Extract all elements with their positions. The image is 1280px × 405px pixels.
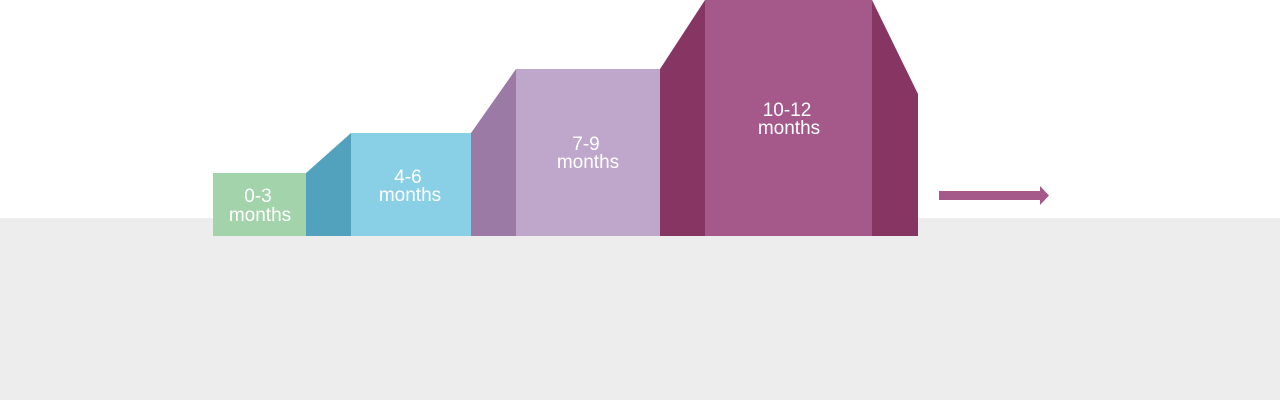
step-7-9-months-range: 7-9 (572, 134, 599, 155)
step-10-12-months-range: 10-12 (763, 100, 812, 121)
step-10-12-months-face (705, 0, 872, 236)
step-10-12-months-right-bevel (872, 0, 918, 236)
step-7-9-months-bevel (471, 69, 516, 236)
step-0-3-months-unit: months (229, 205, 291, 226)
step-10-12-months: 10-12 months (660, 0, 918, 236)
step-4-6-months-unit: months (379, 185, 441, 206)
step-7-9-months-unit: months (557, 152, 619, 173)
step-4-6-months: 4-6 months (306, 133, 471, 236)
step-0-3-months-range: 0-3 (244, 186, 271, 207)
step-4-6-months-face (351, 133, 471, 236)
step-4-6-months-bevel (306, 133, 351, 236)
step-4-6-months-range: 4-6 (394, 167, 421, 188)
step-10-12-months-unit: months (758, 118, 820, 139)
arrow-shape (939, 186, 1049, 205)
arrow-right-icon (939, 186, 1049, 205)
step-0-3-months-face (213, 173, 306, 236)
background-floor (0, 218, 1280, 400)
step-7-9-months-face (516, 69, 660, 236)
step-7-9-months: 7-9 months (471, 69, 660, 236)
step-0-3-months: 0-3 months (213, 173, 306, 236)
step-10-12-months-left-bevel (660, 0, 705, 236)
